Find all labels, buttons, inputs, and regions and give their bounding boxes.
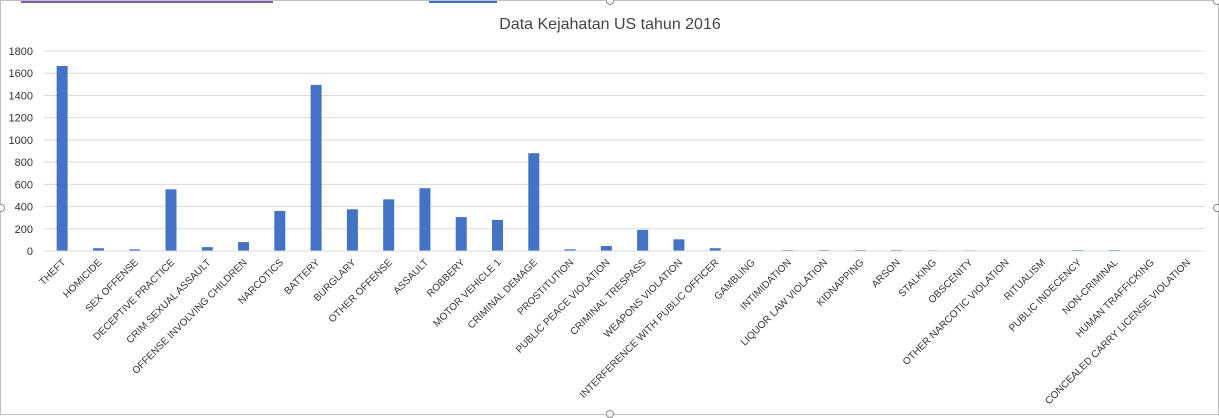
bar[interactable] [637,229,649,251]
resize-handle-right-middle[interactable] [1213,204,1219,212]
chart-title: Data Kejahatan US tahun 2016 [499,16,721,33]
bar[interactable] [383,199,395,251]
y-tick-label: 1200 [9,113,33,125]
bar[interactable] [165,189,177,251]
bar[interactable] [310,84,322,251]
bar[interactable] [419,188,431,251]
gridlines [44,50,1205,230]
y-tick-label: 0 [27,246,33,258]
y-tick-label: 200 [15,224,33,236]
y-axis-ticks: 0 200 400 600 800 1000 1200 1400 1600 1800 [9,46,33,258]
bar[interactable] [346,209,358,251]
bar[interactable] [201,247,213,251]
bar[interactable] [600,246,612,251]
bar[interactable] [455,217,467,251]
y-tick-label: 400 [15,202,33,214]
selection-indicator-right [429,1,497,3]
x-tick-label: INTERFERENCE WITH PUBLIC OFFICER [578,257,721,400]
x-tick-label: ARSON [870,257,903,290]
x-tick-label: MOTOR VEHICLE 1 [432,257,504,329]
bar[interactable] [673,239,685,251]
bar[interactable] [129,249,141,251]
resize-handle-top-middle[interactable] [606,0,614,5]
bar[interactable] [56,66,68,251]
x-tick-label: PUBLIC INDECENCY [1007,257,1084,334]
bar[interactable] [92,248,104,251]
y-tick-label: 1400 [9,90,33,102]
bar[interactable] [238,242,250,251]
y-tick-label: 800 [15,157,33,169]
bar[interactable] [528,153,540,251]
bars [56,66,1120,251]
x-tick-label: OTHER OFFENSE [327,257,395,325]
bar[interactable] [564,249,576,251]
bar[interactable] [709,248,721,251]
bar[interactable] [274,211,286,251]
y-tick-label: 600 [15,179,33,191]
resize-handle-bottom-middle[interactable] [606,410,614,418]
y-tick-label: 1800 [9,46,33,58]
y-tick-label: 1600 [9,68,33,80]
resize-handle-top-right[interactable] [1213,0,1219,5]
selection-indicator-left [21,1,273,3]
y-tick-label: 1000 [9,135,33,147]
x-tick-label: CRIMINAL DEMAGE [466,257,540,331]
bar[interactable] [492,219,504,251]
resize-handle-left-middle[interactable] [0,204,5,212]
x-tick-label: THEFT [38,257,69,288]
